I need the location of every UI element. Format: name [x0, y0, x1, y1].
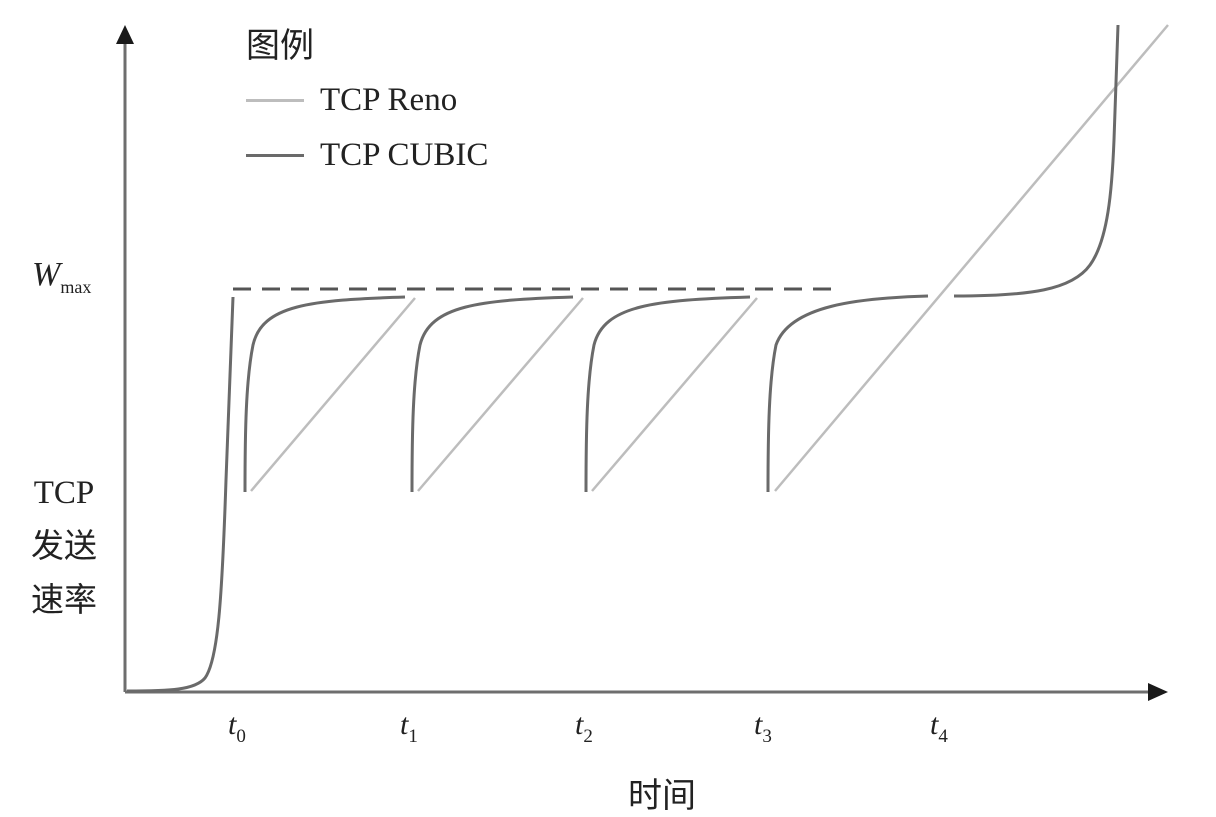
- x-axis-label: 时间: [628, 778, 696, 815]
- tick-sub: 1: [408, 726, 418, 747]
- cubic-slow-start: [126, 296, 235, 693]
- legend-item-cubic: TCP CUBIC: [246, 137, 488, 174]
- tick-sub: 3: [762, 726, 772, 747]
- legend-swatch-cubic: [246, 154, 304, 157]
- y-axis-label-line: TCP: [33, 475, 95, 511]
- y-axis-label-line: 速率: [31, 583, 97, 619]
- y-max-sub: max: [60, 277, 92, 297]
- x-tick-t0: t0: [228, 708, 246, 748]
- legend-item-reno: TCP Reno: [246, 82, 457, 119]
- x-tick-t2: t2: [575, 708, 593, 748]
- tick-base: t: [228, 708, 237, 741]
- y-axis-arrow-icon: [116, 25, 134, 44]
- x-tick-t4: t4: [930, 708, 948, 748]
- x-tick-t3: t3: [754, 708, 772, 748]
- tick-base: t: [754, 708, 763, 741]
- tick-base: t: [400, 708, 409, 741]
- y-axis-label: TCP 发送 速率: [26, 466, 102, 628]
- legend-label-reno: TCP Reno: [320, 82, 458, 118]
- legend-label-cubic: TCP CUBIC: [320, 137, 489, 173]
- tick-sub: 4: [938, 726, 948, 747]
- cubic-series: [243, 24, 1120, 493]
- tick-base: t: [575, 708, 584, 741]
- x-axis-arrow-icon: [1148, 683, 1168, 701]
- reno-series: [250, 24, 1169, 492]
- tick-sub: 0: [236, 726, 246, 747]
- y-max-label: Wmax: [32, 256, 91, 298]
- tick-sub: 2: [583, 726, 593, 747]
- y-axis-label-line: 发送: [31, 529, 97, 565]
- tick-base: t: [930, 708, 939, 741]
- legend-title: 图例: [246, 28, 314, 65]
- y-max-base: W: [32, 256, 61, 293]
- x-tick-t1: t1: [400, 708, 418, 748]
- legend-swatch-reno: [246, 99, 304, 102]
